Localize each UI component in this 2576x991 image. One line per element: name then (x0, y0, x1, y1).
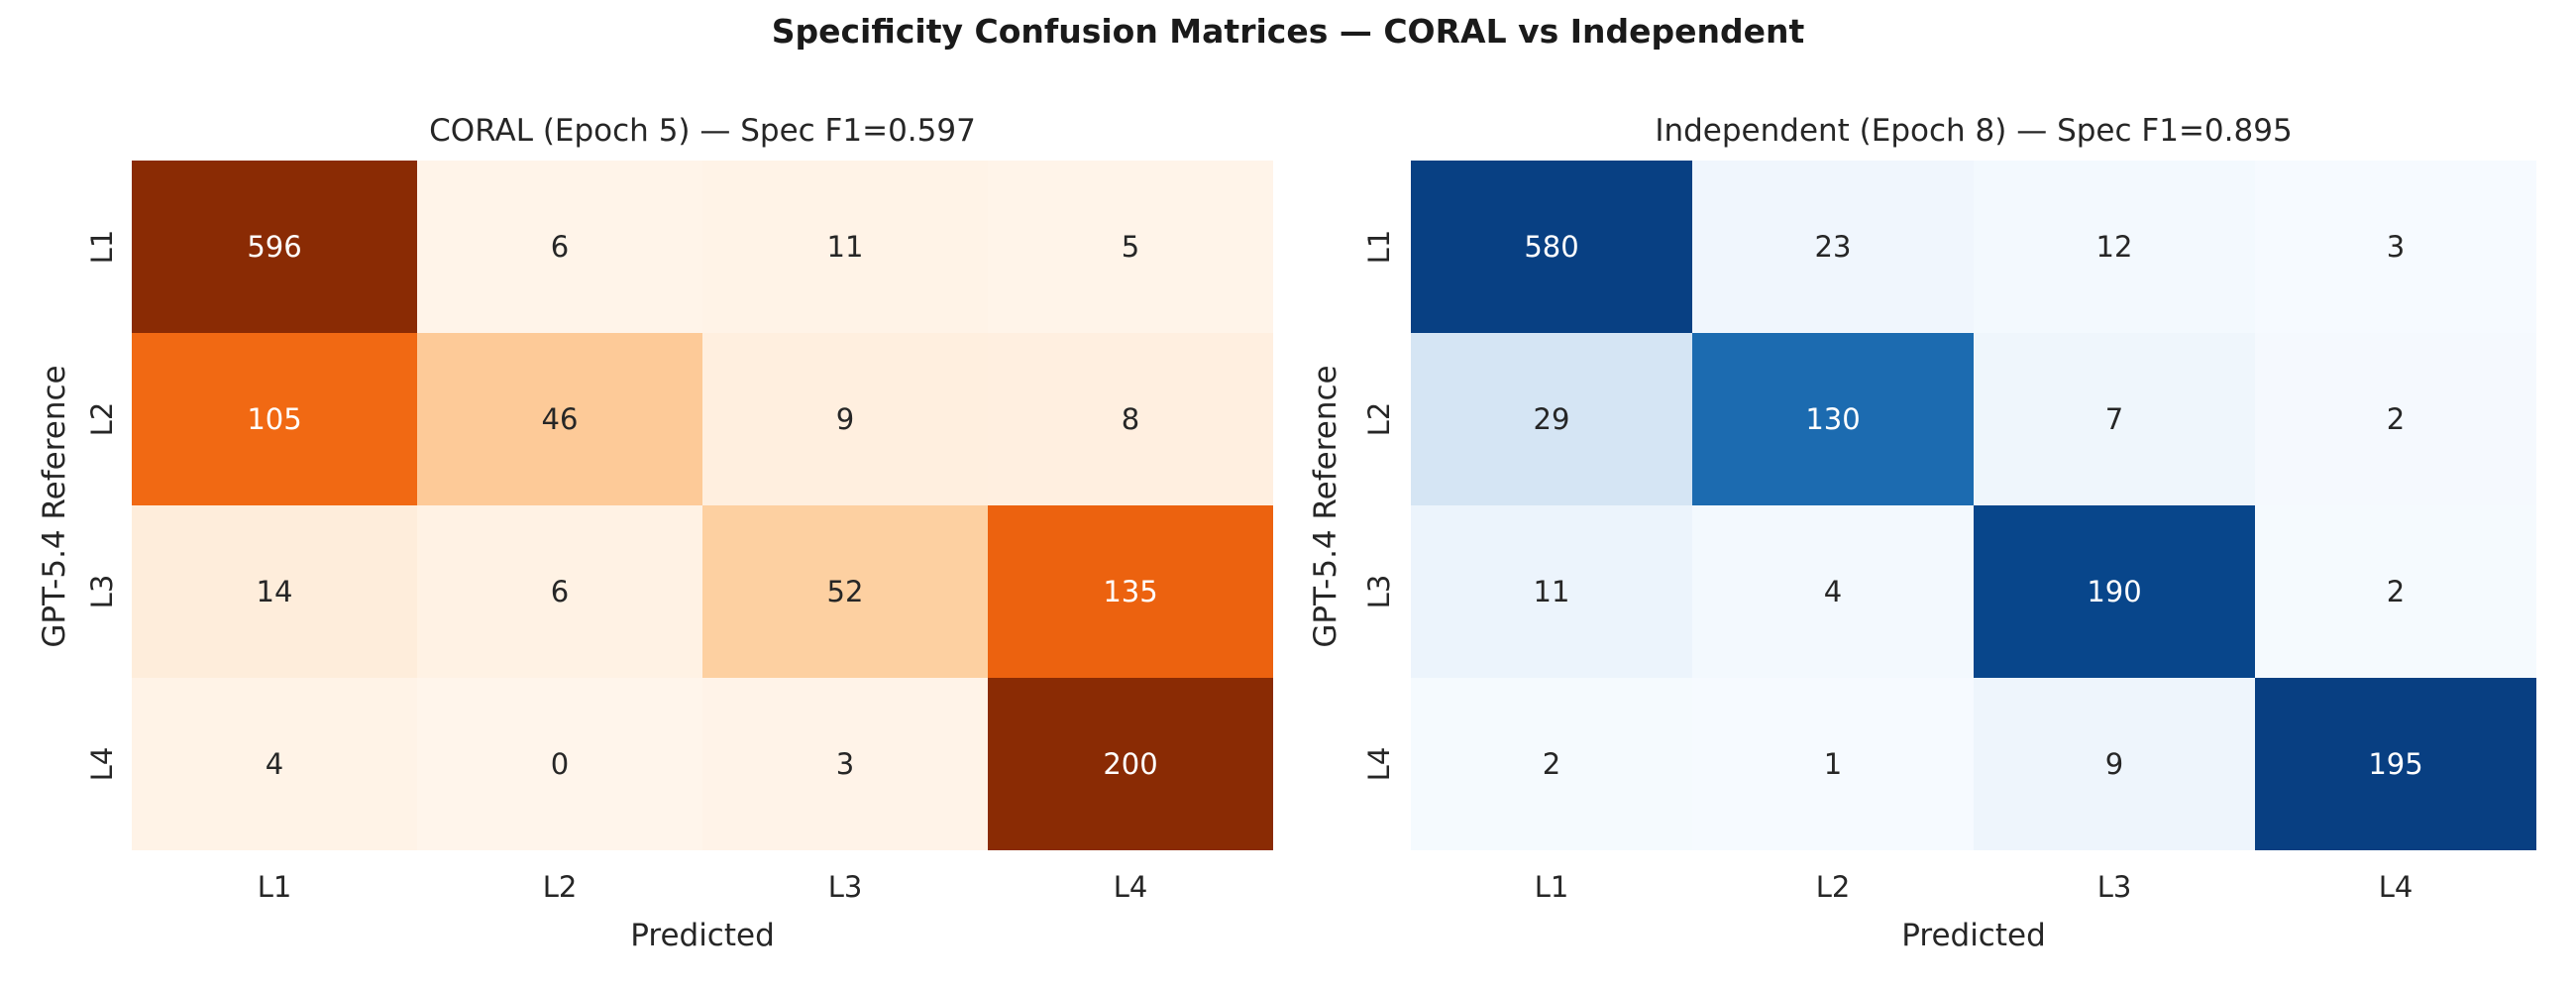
heatmap-cell: 135 (988, 505, 1273, 678)
cell-value: 4 (1823, 575, 1843, 608)
cell-value: 580 (1524, 230, 1579, 264)
cell-value: 2 (2386, 575, 2406, 608)
y-tick-label: L4 (85, 746, 119, 782)
cell-value: 29 (1533, 402, 1570, 436)
cell-value: 135 (1103, 575, 1158, 608)
panel-coral: CORAL (Epoch 5) — Spec F1=0.597 GPT-5.4 … (37, 113, 1273, 953)
heatmap-cell: 29 (1411, 333, 1692, 505)
heatmap-cell: 7 (1974, 333, 2255, 505)
figure-title: Specificity Confusion Matrices — CORAL v… (771, 12, 1805, 51)
x-tick-label: L3 (2096, 870, 2132, 904)
heatmap-cell: 2 (2255, 505, 2536, 678)
cell-value: 4 (265, 747, 284, 781)
heatmap-cell: 5 (988, 161, 1273, 333)
cell-value: 9 (835, 402, 855, 436)
cell-value: 12 (2095, 230, 2133, 264)
heatmap-cell: 580 (1411, 161, 1692, 333)
x-tick-label: L2 (1815, 870, 1851, 904)
heatmap-cell: 52 (702, 505, 988, 678)
cell-value: 596 (247, 230, 302, 264)
cell-value: 8 (1121, 402, 1140, 436)
heatmap-grid-coral: 596 6 11 5 105 46 9 8 14 6 52 135 4 0 3 200 (132, 161, 1273, 850)
x-tick-label: L2 (542, 870, 578, 904)
cell-value: 6 (550, 230, 570, 264)
heatmap-cell: 11 (1411, 505, 1692, 678)
heatmap-cell: 23 (1692, 161, 1974, 333)
heatmap-cell: 3 (702, 678, 988, 850)
cell-value: 11 (1533, 575, 1570, 608)
heatmap-cell: 1 (1692, 678, 1974, 850)
cell-value: 7 (2104, 402, 2124, 436)
x-tick-label: L1 (257, 870, 292, 904)
x-tick-label: L3 (827, 870, 863, 904)
heatmap-cell: 4 (132, 678, 417, 850)
y-tick-label: L3 (85, 574, 119, 609)
heatmap-cell: 46 (417, 333, 702, 505)
heatmap-cell: 3 (2255, 161, 2536, 333)
cell-value: 1 (1823, 747, 1843, 781)
cell-value: 11 (826, 230, 864, 264)
cell-value: 6 (550, 575, 570, 608)
y-tick-label: L3 (1362, 574, 1396, 609)
cell-value: 9 (2104, 747, 2124, 781)
axes-title-coral: CORAL (Epoch 5) — Spec F1=0.597 (429, 113, 976, 149)
cell-value: 3 (2386, 230, 2406, 264)
heatmap-cell: 130 (1692, 333, 1974, 505)
heatmap-cell: 8 (988, 333, 1273, 505)
heatmap-grid-independent: 580 23 12 3 29 130 7 2 11 4 190 2 2 1 9 195 (1411, 161, 2536, 850)
heatmap-cell: 596 (132, 161, 417, 333)
cell-value: 0 (550, 747, 570, 781)
heatmap-cell: 12 (1974, 161, 2255, 333)
y-tick-label: L4 (1362, 746, 1396, 782)
heatmap-cell: 6 (417, 505, 702, 678)
x-tick-label: L4 (2378, 870, 2414, 904)
heatmap-cell: 105 (132, 333, 417, 505)
heatmap-cell: 14 (132, 505, 417, 678)
heatmap-cell: 9 (702, 333, 988, 505)
heatmap-cell: 200 (988, 678, 1273, 850)
heatmap-cell: 190 (1974, 505, 2255, 678)
y-tick-label: L1 (85, 229, 119, 265)
cell-value: 105 (247, 402, 302, 436)
cell-value: 2 (1542, 747, 1561, 781)
cell-value: 2 (2386, 402, 2406, 436)
cell-value: 195 (2368, 747, 2423, 781)
cell-value: 5 (1121, 230, 1140, 264)
cell-value: 46 (541, 402, 579, 436)
cell-value: 190 (2087, 575, 2142, 608)
y-axis-label: GPT-5.4 Reference (37, 365, 72, 648)
y-axis-label: GPT-5.4 Reference (1308, 365, 1343, 648)
cell-value: 14 (256, 575, 293, 608)
x-axis-label: Predicted (630, 918, 775, 953)
cell-value: 23 (1814, 230, 1852, 264)
axes-title-independent: Independent (Epoch 8) — Spec F1=0.895 (1655, 113, 2293, 149)
cell-value: 130 (1805, 402, 1861, 436)
heatmap-cell: 2 (2255, 333, 2536, 505)
heatmap-cell: 4 (1692, 505, 1974, 678)
y-tick-label: L2 (1362, 401, 1396, 437)
cell-value: 200 (1103, 747, 1158, 781)
x-tick-label: L1 (1534, 870, 1569, 904)
heatmap-cell: 2 (1411, 678, 1692, 850)
y-tick-label: L2 (85, 401, 119, 437)
heatmap-cell: 6 (417, 161, 702, 333)
heatmap-cell: 0 (417, 678, 702, 850)
heatmap-cell: 11 (702, 161, 988, 333)
x-axis-label: Predicted (1901, 918, 2046, 953)
panel-independent: Independent (Epoch 8) — Spec F1=0.895 GP… (1288, 0, 2576, 991)
cell-value: 3 (835, 747, 855, 781)
x-tick-label: L4 (1113, 870, 1148, 904)
y-tick-label: L1 (1362, 229, 1396, 265)
heatmap-cell: 195 (2255, 678, 2536, 850)
cell-value: 52 (826, 575, 864, 608)
heatmap-cell: 9 (1974, 678, 2255, 850)
